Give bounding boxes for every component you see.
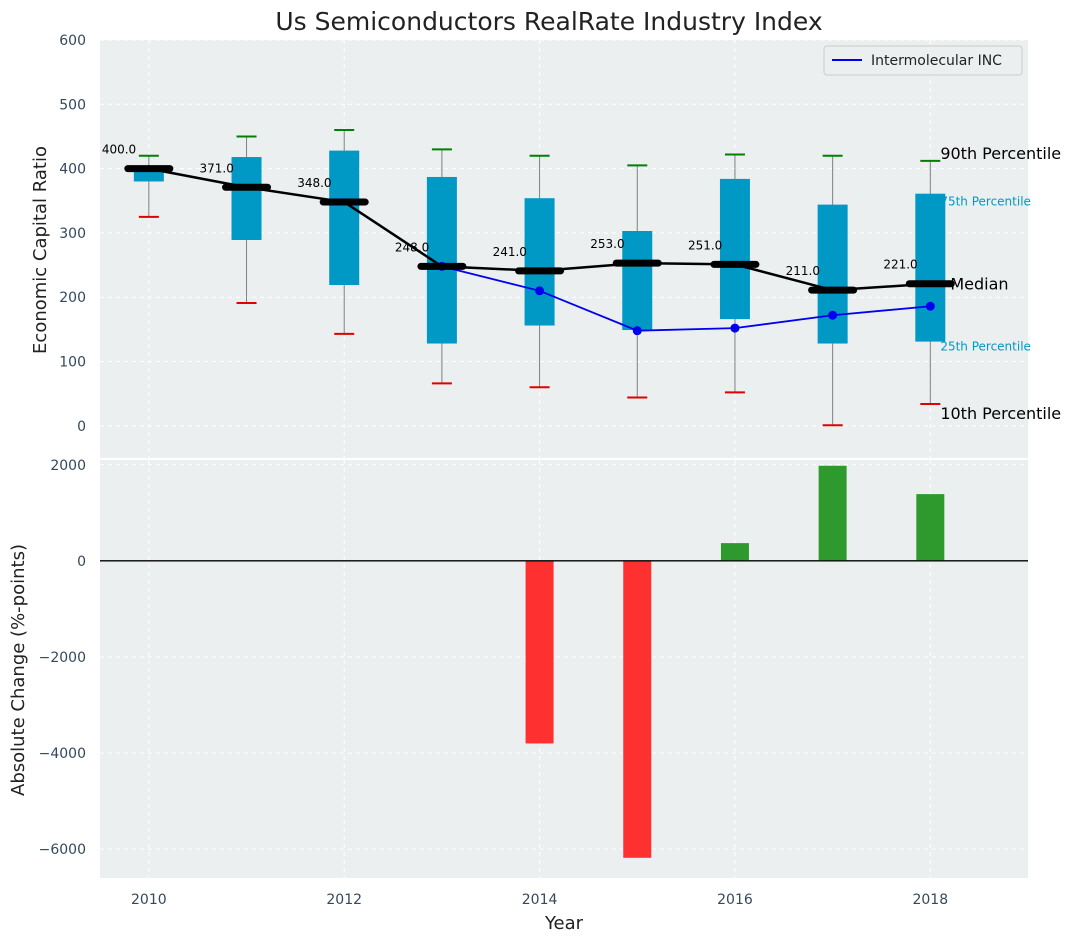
- median-value-label: 221.0: [883, 258, 917, 272]
- bottom-y-tick-label: −6000: [39, 842, 86, 858]
- median-value-label: 251.0: [688, 238, 722, 252]
- top-y-tick-label: 200: [59, 290, 86, 306]
- median-value-label: 248.0: [395, 240, 429, 254]
- top-plot-area: [100, 40, 1028, 458]
- legend-label: Intermolecular INC: [871, 53, 1002, 69]
- bottom-panel: −6000 −4000 −2000 0 2000 2010 2012 2014 2016 2018: [39, 458, 1028, 908]
- iqr-box: [915, 193, 946, 342]
- x-tick-label: 2012: [326, 892, 362, 908]
- company-line: [441, 265, 931, 332]
- change-bar-positive: [720, 543, 749, 561]
- iqr-box: [329, 150, 360, 286]
- bottom-y-tick-label: −2000: [39, 650, 86, 666]
- company-point: [925, 301, 935, 311]
- median-value-label: 348.0: [297, 176, 331, 190]
- change-bar-negative: [623, 560, 652, 858]
- bottom-plot-area: [100, 460, 1028, 878]
- p75-annotation: 75th Percentile: [940, 195, 1031, 209]
- company-point: [730, 323, 740, 333]
- p25-annotation: 25th Percentile: [940, 340, 1031, 354]
- median-value-label: 211.0: [786, 264, 820, 278]
- x-tick-label: 2018: [912, 892, 948, 908]
- bottom-y-tick-label: −4000: [39, 746, 86, 762]
- change-bar-negative: [525, 560, 554, 744]
- iqr-box: [622, 230, 653, 331]
- top-y-tick-label: 400: [59, 162, 86, 178]
- top-y-axis-title: Economic Capital Ratio: [30, 146, 51, 354]
- iqr-box: [719, 178, 750, 320]
- median-annotation: Median: [950, 275, 1008, 294]
- median-value-label: 400.0: [102, 143, 136, 157]
- legend: Intermolecular INC: [823, 45, 1023, 76]
- median-value-label: 253.0: [590, 237, 624, 251]
- bottom-y-axis-title: Absolute Change (%-points): [8, 544, 29, 796]
- median-value-label: 371.0: [200, 161, 234, 175]
- bottom-y-tick-label: 0: [77, 554, 86, 570]
- iqr-box: [817, 204, 848, 344]
- iqr-box: [231, 157, 262, 240]
- company-point: [828, 310, 838, 320]
- p90-annotation: 90th Percentile: [940, 144, 1061, 163]
- x-tick-label: 2016: [717, 892, 753, 908]
- top-y-tick-label: 0: [77, 419, 86, 435]
- median-value-label: 241.0: [493, 245, 527, 259]
- p10-annotation: 10th Percentile: [940, 404, 1061, 423]
- top-y-tick-label: 100: [59, 355, 86, 371]
- top-panel: 0 100 200 300 400 500 600 400.0 371.0 348.0 248.0 2…: [59, 33, 1061, 458]
- x-tick-label: 2010: [131, 892, 167, 908]
- x-axis-title: Year: [544, 913, 584, 934]
- chart-title: Us Semiconductors RealRate Industry Inde…: [275, 7, 822, 36]
- change-bar-positive: [916, 494, 945, 561]
- legend-frame: [823, 45, 1023, 76]
- change-bar-positive: [818, 465, 847, 561]
- top-y-tick-label: 500: [59, 97, 86, 113]
- top-y-tick-label: 600: [59, 33, 86, 49]
- top-y-tick-label: 300: [59, 226, 86, 242]
- x-tick-label: 2014: [522, 892, 558, 908]
- company-point: [632, 326, 642, 336]
- company-point: [535, 286, 545, 296]
- iqr-box: [524, 198, 555, 326]
- bottom-y-tick-label: 2000: [50, 458, 86, 474]
